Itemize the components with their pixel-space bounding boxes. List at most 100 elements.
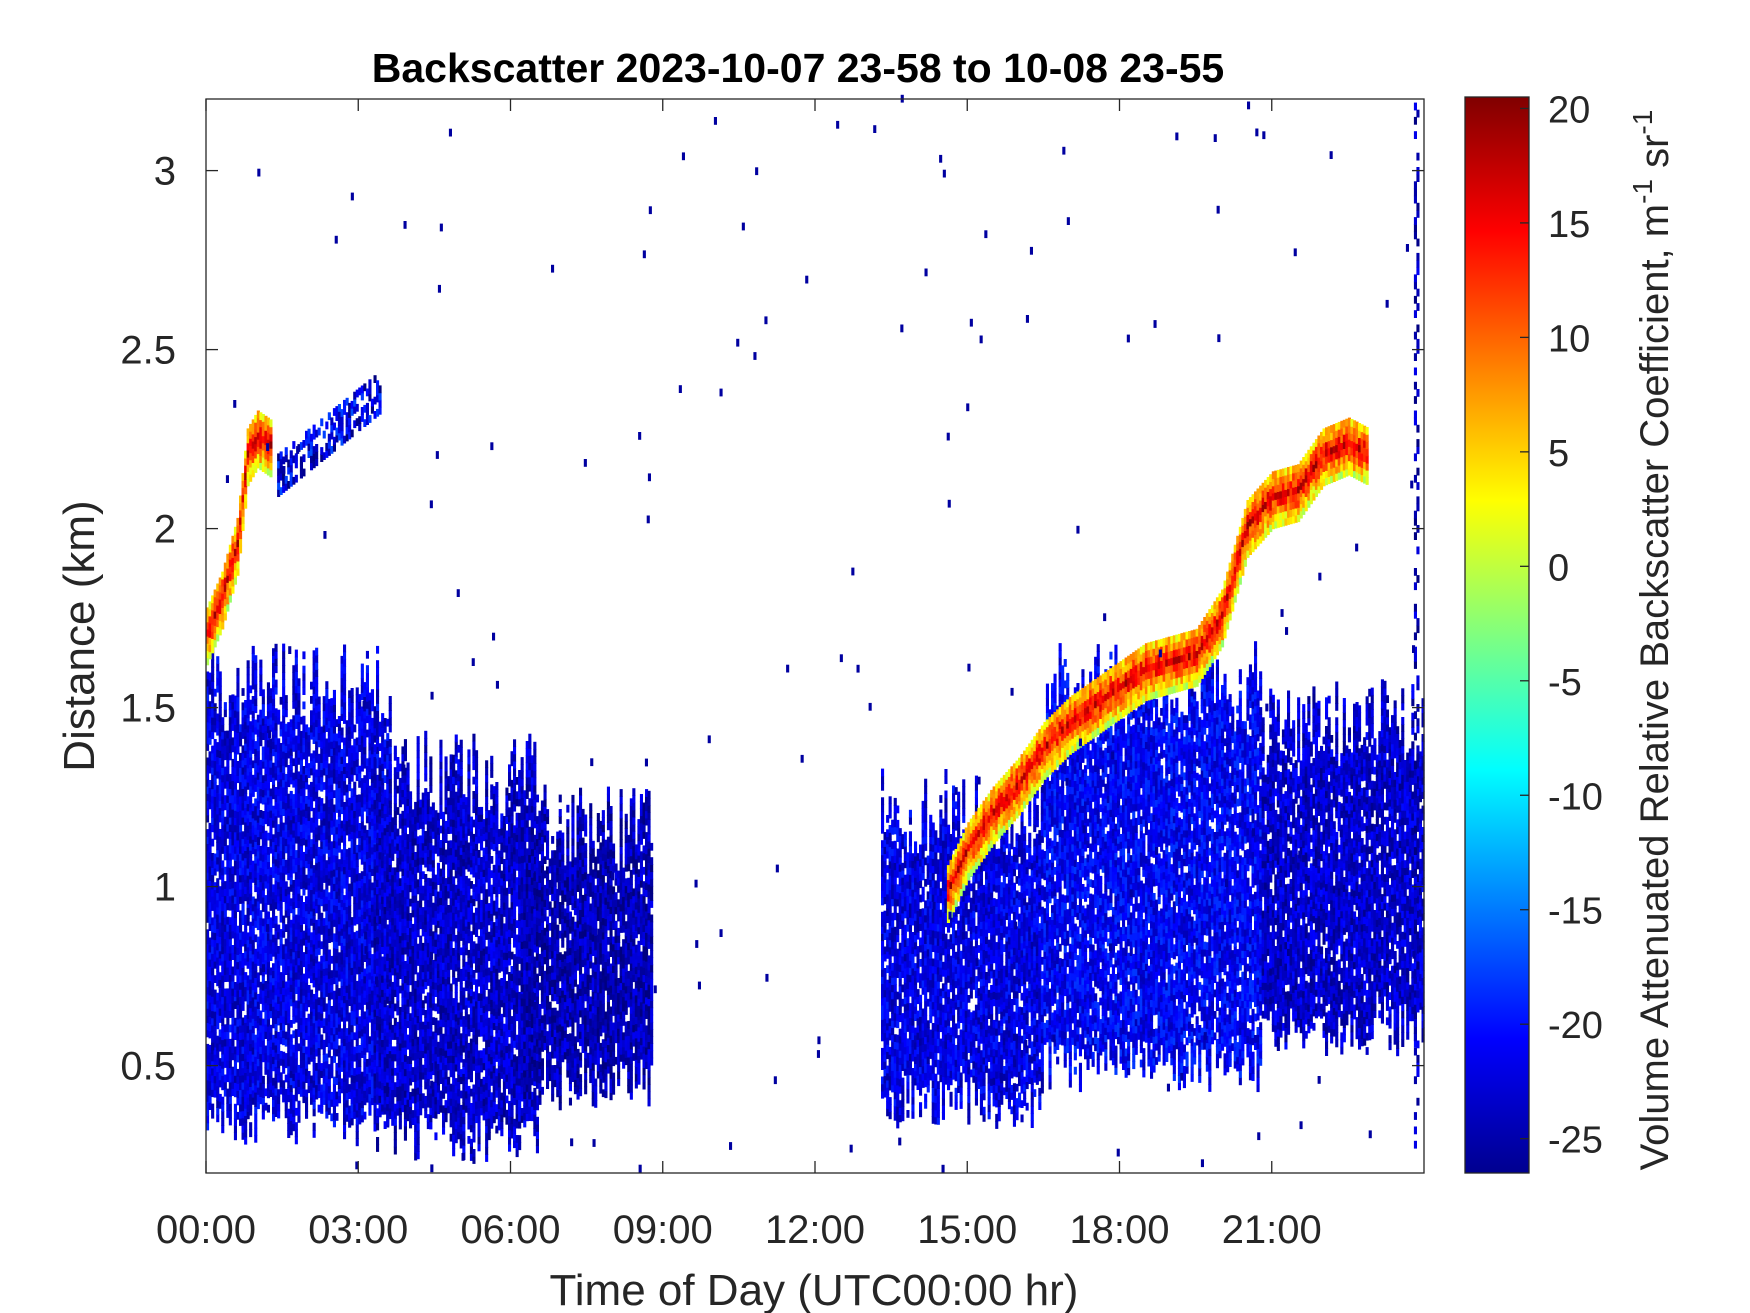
heatmap-cell	[398, 1093, 402, 1101]
heatmap-cell	[360, 878, 364, 887]
heatmap-cell	[302, 773, 306, 781]
heatmap-cell	[381, 810, 385, 819]
heatmap-cell	[277, 1017, 281, 1026]
heatmap-cell	[282, 765, 286, 774]
heatmap-cell	[421, 914, 425, 923]
heatmap-cell	[239, 953, 243, 962]
heatmap-cell	[368, 714, 372, 722]
heatmap-cell	[332, 904, 336, 913]
heatmap-cell	[241, 1103, 245, 1112]
heatmap-cell	[294, 986, 298, 994]
heatmap-cell	[368, 950, 372, 959]
heatmap-cell	[426, 842, 430, 850]
heatmap-cell	[302, 651, 306, 660]
heatmap-cell	[424, 945, 428, 954]
heatmap-cell	[355, 988, 359, 996]
heatmap-cell	[223, 1081, 227, 1090]
heatmap-cell	[226, 845, 230, 853]
heatmap-cell	[360, 871, 364, 879]
heatmap-cell	[233, 846, 237, 854]
heatmap-cell	[376, 1015, 380, 1023]
heatmap-cell	[244, 993, 248, 1002]
heatmap-cell	[383, 827, 387, 836]
heatmap-cell	[312, 943, 316, 952]
heatmap-cell	[236, 768, 240, 776]
heatmap-cell	[254, 683, 258, 692]
heatmap-cell	[221, 774, 225, 783]
heatmap-cell	[226, 1110, 230, 1118]
heatmap-cell	[249, 921, 253, 930]
heatmap-cell	[254, 755, 258, 764]
heatmap-cell	[254, 984, 258, 993]
heatmap-cell	[282, 758, 286, 766]
heatmap-cell	[363, 717, 367, 726]
heatmap-cell	[231, 902, 235, 910]
heatmap-cell	[254, 812, 258, 821]
heatmap-cell	[391, 1046, 395, 1055]
heatmap-cell	[216, 928, 220, 937]
heatmap-cell	[368, 850, 372, 858]
heatmap-cell	[259, 781, 263, 790]
heatmap-cell	[396, 885, 400, 894]
heatmap-cell	[211, 1103, 215, 1112]
heatmap-cell	[406, 1020, 410, 1029]
heatmap-cell	[330, 934, 334, 943]
heatmap-cell	[419, 1028, 423, 1037]
heatmap-cell	[343, 680, 347, 689]
heatmap-cell	[350, 824, 354, 832]
heatmap-cell	[332, 768, 336, 777]
heatmap-cell	[211, 795, 215, 804]
heatmap-cell	[411, 823, 415, 832]
heatmap-cell	[388, 717, 392, 726]
heatmap-cell	[233, 752, 237, 761]
heatmap-cell	[305, 881, 309, 890]
heatmap-cell	[233, 724, 237, 733]
heatmap-cell	[218, 778, 222, 787]
heatmap-cell	[365, 1030, 369, 1039]
heatmap-cell	[231, 1045, 235, 1054]
heatmap-cell	[337, 801, 341, 810]
heatmap-cell	[330, 741, 334, 749]
heatmap-cell	[315, 927, 319, 935]
heatmap-cell	[284, 816, 288, 825]
heatmap-cell	[206, 850, 210, 859]
heatmap-cell	[261, 811, 265, 819]
heatmap-cell	[320, 776, 324, 785]
heatmap-cell	[345, 1106, 349, 1115]
heatmap-cell	[269, 1046, 273, 1054]
heatmap-cell	[287, 987, 291, 995]
heatmap-cell	[213, 996, 217, 1005]
heatmap-cell	[429, 892, 433, 901]
heatmap-cell	[284, 1074, 288, 1083]
heatmap-cell	[289, 998, 293, 1007]
heatmap-cell	[388, 900, 392, 908]
heatmap-cell	[353, 796, 357, 804]
heatmap-cell	[244, 1093, 248, 1102]
heatmap-cell	[330, 1099, 334, 1107]
heatmap-cell	[294, 778, 298, 787]
heatmap-cell	[305, 731, 309, 740]
heatmap-cell	[287, 915, 291, 924]
heatmap-cell	[391, 1103, 395, 1112]
heatmap-cell	[302, 672, 306, 681]
heatmap-cell	[233, 881, 237, 890]
heatmap-cell	[269, 989, 273, 997]
heatmap-cell	[297, 857, 301, 866]
heatmap-cell	[429, 763, 433, 772]
heatmap-cell	[353, 1032, 357, 1041]
heatmap-cell	[315, 1020, 319, 1028]
heatmap-cell	[398, 849, 402, 858]
heatmap-cell	[228, 1003, 232, 1011]
heatmap-cell	[416, 836, 420, 845]
heatmap-cell	[287, 865, 291, 874]
heatmap-cell	[322, 989, 326, 998]
heatmap-cell	[335, 962, 339, 971]
heatmap-cell	[325, 1067, 329, 1076]
heatmap-cell	[228, 709, 232, 718]
heatmap-cell	[292, 1066, 296, 1074]
heatmap-cell	[376, 1029, 380, 1038]
heatmap-cell	[320, 1084, 324, 1093]
heatmap-cell	[393, 1146, 397, 1155]
heatmap-cell	[365, 1073, 369, 1082]
heatmap-cell	[414, 1052, 418, 1061]
